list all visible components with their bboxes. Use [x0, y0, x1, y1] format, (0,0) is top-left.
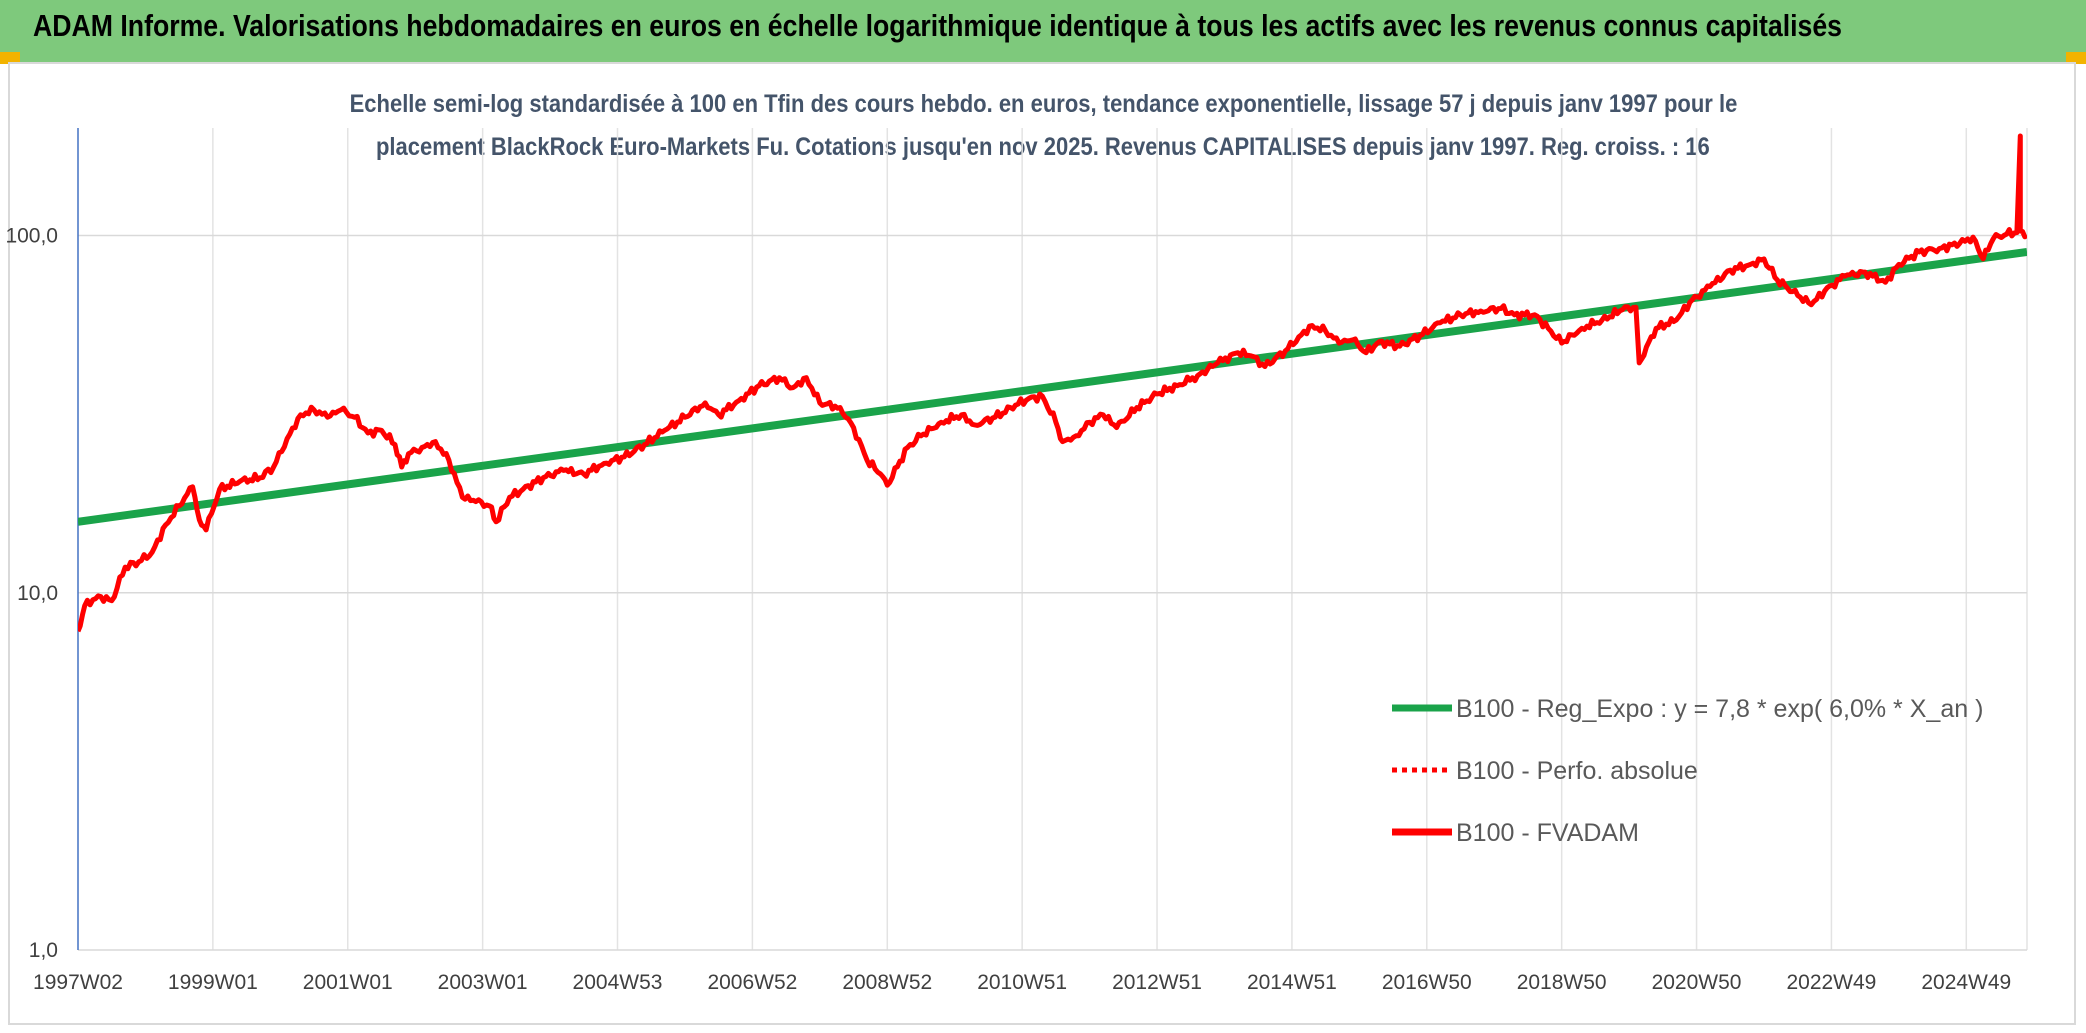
legend-label-0: B100 - Reg_Expo : y = 7,8 * exp( 6,0% * …	[1456, 695, 1983, 723]
x-tick-label: 2010W51	[977, 971, 1067, 994]
legend-label-1: B100 - Perfo. absolue	[1456, 757, 1698, 785]
x-tick-label: 2014W51	[1247, 971, 1337, 994]
x-tick-label: 2024W49	[1921, 971, 2011, 994]
x-tick-label: 2020W50	[1652, 971, 1742, 994]
x-tick-label: 2018W50	[1517, 971, 1607, 994]
x-tick-label: 1997W02	[33, 971, 123, 994]
x-tick-label: 2004W53	[573, 971, 663, 994]
corner-mark-right	[2066, 52, 2086, 64]
x-tick-label: 2008W52	[842, 971, 932, 994]
header-title: ADAM Informe. Valorisations hebdomadaire…	[33, 8, 1843, 43]
x-tick-label: 2022W49	[1786, 971, 1876, 994]
corner-mark-left	[0, 52, 20, 64]
header-bar: ADAM Informe. Valorisations hebdomadaire…	[0, 0, 2086, 62]
x-tick-label: 2003W01	[438, 971, 528, 994]
chart-title-line2: placement BlackRock Euro-Markets Fu. Cot…	[376, 133, 1710, 161]
legend-label-2: B100 - FVADAM	[1456, 819, 1639, 847]
chart-title-line1: Echelle semi-log standardisée à 100 en T…	[349, 90, 1737, 118]
x-tick-label: 2001W01	[303, 971, 393, 994]
y-tick-label: 10,0	[17, 582, 58, 605]
y-tick-label: 100,0	[5, 225, 58, 248]
series-line-2	[78, 133, 2027, 633]
x-tick-label: 1999W01	[168, 971, 258, 994]
chart-frame	[8, 62, 2076, 1025]
series-line-0	[78, 247, 2027, 526]
x-tick-label: 2012W51	[1112, 971, 1202, 994]
x-tick-label: 2006W52	[707, 971, 797, 994]
x-tick-label: 2016W50	[1382, 971, 1472, 994]
y-tick-label: 1,0	[29, 939, 58, 962]
